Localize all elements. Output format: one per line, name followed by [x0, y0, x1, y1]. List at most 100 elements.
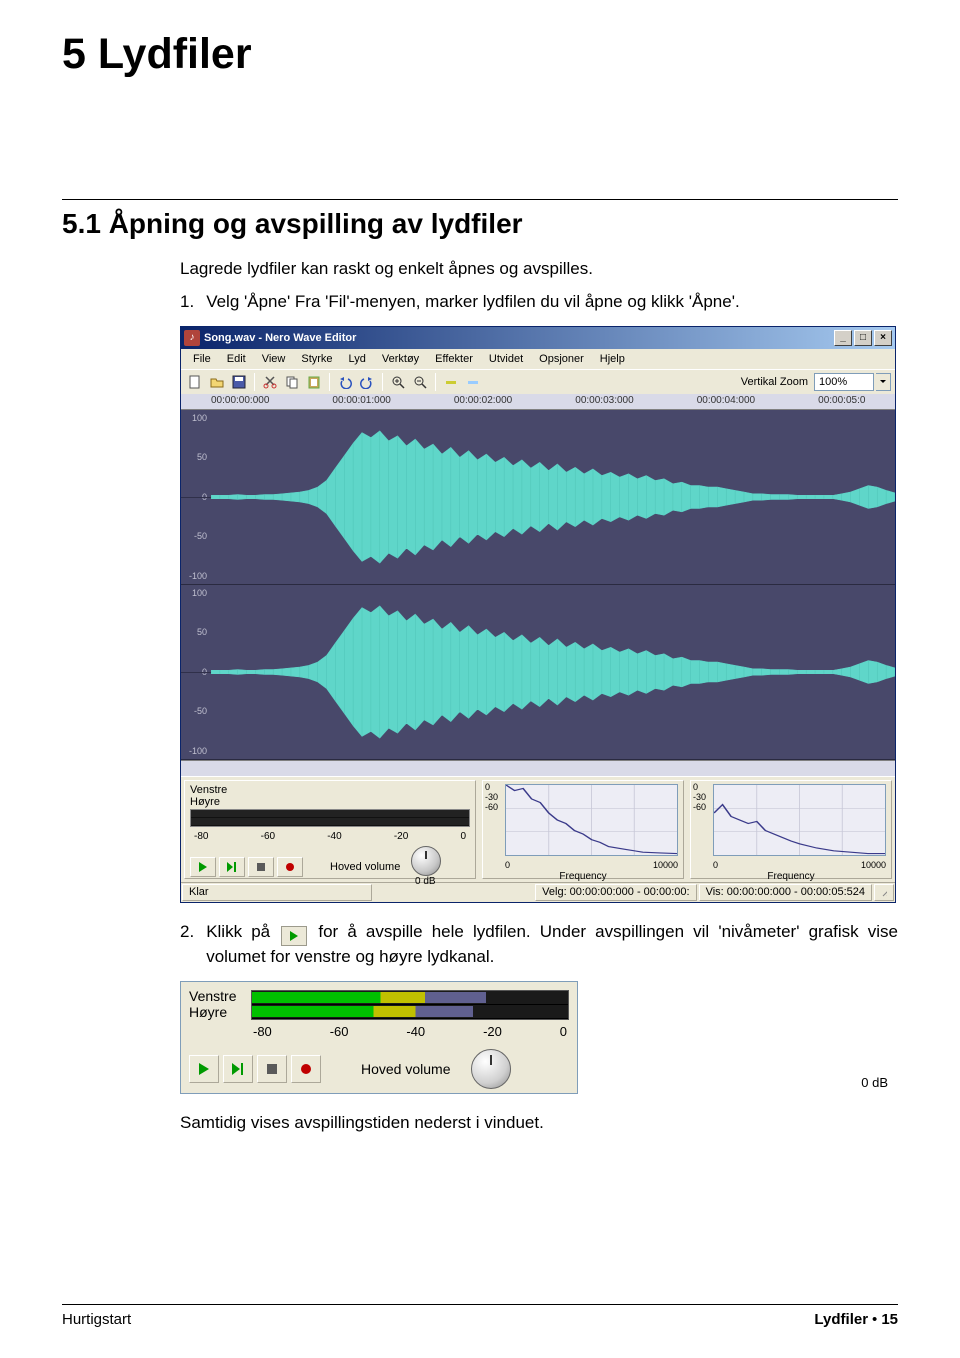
- vu-meter: [190, 809, 470, 827]
- cut-icon[interactable]: [260, 372, 280, 392]
- freq-y-tick: -60: [693, 803, 706, 813]
- status-selection: Velg: 00:00:00:000 - 00:00:00:: [535, 884, 696, 901]
- freq-x-tick: 0: [505, 860, 510, 870]
- vu-tick: -60: [330, 1024, 349, 1039]
- vu-tick: -40: [327, 831, 341, 842]
- footer-section: Lydfiler: [814, 1311, 868, 1328]
- window-title: Song.wav - Nero Wave Editor: [204, 332, 832, 344]
- vu-meter: [251, 990, 569, 1020]
- y-tick: -50: [183, 531, 207, 541]
- menu-effekter[interactable]: Effekter: [427, 351, 481, 367]
- db-value: 0 dB: [415, 876, 436, 887]
- frequency-label: Frequency: [691, 871, 891, 882]
- vu-tick: -20: [483, 1024, 502, 1039]
- menubar: FileEditViewStyrkeLydVerktøyEffekterUtvi…: [181, 349, 895, 369]
- menu-styrke[interactable]: Styrke: [293, 351, 340, 367]
- frequency-label: Frequency: [483, 871, 683, 882]
- channel-left-label: Venstre: [190, 784, 470, 796]
- freq-y-tick: -60: [485, 803, 498, 813]
- page-footer: Hurtigstart Lydfiler•15: [62, 1304, 898, 1328]
- y-tick: 100: [183, 413, 207, 423]
- maximize-button[interactable]: □: [854, 330, 872, 346]
- chapter-heading: 5 Lydfiler: [62, 30, 898, 79]
- status-view: Vis: 00:00:00:000 - 00:00:05:524: [699, 884, 872, 901]
- db-value: 0 dB: [861, 1075, 888, 1090]
- menu-utvidet[interactable]: Utvidet: [481, 351, 531, 367]
- marker-icon[interactable]: [441, 372, 461, 392]
- record-button[interactable]: [291, 1055, 321, 1083]
- save-icon[interactable]: [229, 372, 249, 392]
- time-tick: 00:00:02:000: [454, 395, 512, 406]
- app-icon: ♪: [184, 330, 200, 346]
- stop-button[interactable]: [248, 857, 274, 877]
- time-tick: 00:00:05:0: [818, 395, 865, 406]
- step-text: Velg 'Åpne' Fra 'Fil'-menyen, marker lyd…: [206, 291, 898, 314]
- play-loop-button[interactable]: [223, 1055, 253, 1083]
- closing-paragraph: Samtidig vises avspillingstiden nederst …: [180, 1112, 898, 1135]
- channel-right-label: Høyre: [190, 796, 470, 808]
- time-tick: 00:00:00:000: [211, 395, 269, 406]
- zoom-value[interactable]: 100%: [814, 373, 874, 391]
- undo-icon[interactable]: [335, 372, 355, 392]
- menu-verktøy[interactable]: Verktøy: [374, 351, 427, 367]
- zoom-dropdown[interactable]: [876, 373, 891, 391]
- redo-icon[interactable]: [357, 372, 377, 392]
- menu-file[interactable]: File: [185, 351, 219, 367]
- open-icon[interactable]: [207, 372, 227, 392]
- vu-scale: -80-60-40-200: [190, 831, 470, 844]
- vu-tick: -80: [194, 831, 208, 842]
- play-button[interactable]: [189, 1055, 219, 1083]
- time-tick: 00:00:04:000: [697, 395, 755, 406]
- step-number: 2.: [180, 921, 194, 969]
- nero-wave-editor-window: ♪ Song.wav - Nero Wave Editor _ □ × File…: [180, 326, 896, 903]
- resize-grip[interactable]: [874, 884, 894, 901]
- intro-paragraph: Lagrede lydfiler kan raskt og enkelt åpn…: [180, 258, 898, 281]
- volume-knob[interactable]: [411, 846, 441, 876]
- vu-tick: -20: [394, 831, 408, 842]
- minimize-button[interactable]: _: [834, 330, 852, 346]
- menu-opsjoner[interactable]: Opsjoner: [531, 351, 592, 367]
- step-1: 1. Velg 'Åpne' Fra 'Fil'-menyen, marker …: [180, 291, 898, 314]
- copy-icon[interactable]: [282, 372, 302, 392]
- y-tick: 50: [183, 627, 207, 637]
- menu-lyd[interactable]: Lyd: [341, 351, 374, 367]
- play-loop-button[interactable]: [219, 857, 245, 877]
- menu-view[interactable]: View: [254, 351, 294, 367]
- volume-knob[interactable]: [471, 1049, 511, 1089]
- zoom-out-icon[interactable]: [410, 372, 430, 392]
- menu-hjelp[interactable]: Hjelp: [592, 351, 633, 367]
- freq-x-tick: 10000: [653, 860, 678, 870]
- horizontal-scrollbar[interactable]: [181, 760, 895, 776]
- paste-icon[interactable]: [304, 372, 324, 392]
- time-ruler: 00:00:00:00000:00:01:00000:00:02:00000:0…: [181, 394, 895, 410]
- zoom-label: Vertikal Zoom: [741, 376, 812, 388]
- play-button[interactable]: [190, 857, 216, 877]
- stop-button[interactable]: [257, 1055, 287, 1083]
- section-heading: 5.1 Åpning og avspilling av lydfiler: [62, 199, 898, 240]
- volume-panel-enlarged: Venstre Høyre -80-60-40-200 Hoved volume…: [180, 981, 578, 1094]
- time-tick: 00:00:03:000: [575, 395, 633, 406]
- main-volume-label: Hoved volume: [330, 861, 400, 873]
- vu-tick: 0: [460, 831, 466, 842]
- channel-right[interactable]: 100500-50-100: [181, 585, 895, 760]
- vu-tick: -40: [406, 1024, 425, 1039]
- play-icon-inline: [281, 926, 307, 946]
- freq-x-tick: 10000: [861, 860, 886, 870]
- record-button[interactable]: [277, 857, 303, 877]
- new-icon[interactable]: [185, 372, 205, 392]
- zoom-in-icon[interactable]: [388, 372, 408, 392]
- close-button[interactable]: ×: [874, 330, 892, 346]
- menu-edit[interactable]: Edit: [219, 351, 254, 367]
- y-tick: -100: [183, 746, 207, 756]
- y-tick: -100: [183, 571, 207, 581]
- bottom-panels: Venstre Høyre -80 -60 -40 -20 0 Hoved volume…: [181, 776, 895, 882]
- step-2: 2. Klikk på for å avspille hele lydfilen…: [180, 921, 898, 969]
- marker2-icon[interactable]: [463, 372, 483, 392]
- channel-left[interactable]: 100500-50-100: [181, 410, 895, 585]
- footer-left: Hurtigstart: [62, 1311, 131, 1328]
- step-number: 1.: [180, 291, 194, 314]
- transport-controls: Hoved volume 0 dB: [190, 846, 470, 887]
- waveform-area: 00:00:00:00000:00:01:00000:00:02:00000:0…: [181, 394, 895, 776]
- freq-x-tick: 0: [713, 860, 718, 870]
- step2-text-a: Klikk på: [206, 922, 279, 941]
